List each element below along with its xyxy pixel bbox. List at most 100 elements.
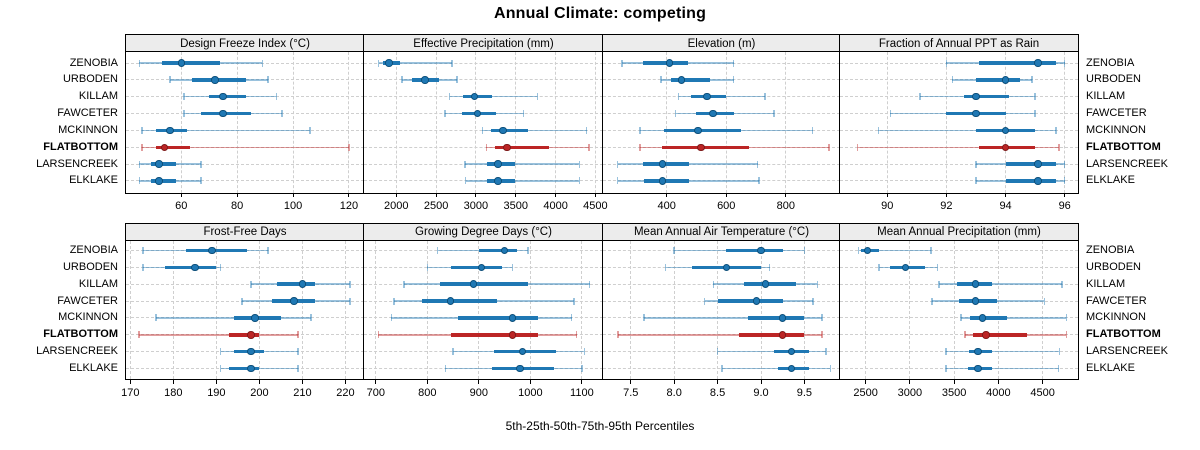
whisker-cap — [773, 110, 775, 118]
h-gridline — [603, 163, 840, 165]
whisker-range-5-95 — [946, 350, 1060, 353]
whisker-cap — [964, 331, 966, 339]
panel-strip: Mean Annual Precipitation (mm) — [839, 222, 1079, 242]
x-axis-tick — [666, 192, 668, 197]
whisker-cap — [643, 314, 645, 322]
median-dot — [982, 331, 990, 339]
interquartile-bar-25-75 — [186, 248, 247, 253]
x-axis-tick-label: 4000 — [543, 200, 568, 212]
v-gridline — [375, 240, 377, 379]
x-axis-tick-label: 4500 — [583, 200, 608, 212]
whisker-cap — [811, 126, 814, 134]
v-gridline — [475, 52, 477, 193]
v-gridline — [395, 52, 397, 193]
median-dot — [446, 297, 455, 305]
x-axis-tick-label: 2000 — [384, 200, 409, 212]
whisker-cap — [712, 280, 714, 288]
whisker-cap — [1065, 331, 1068, 339]
median-dot — [508, 314, 517, 322]
x-axis-tick-label: 3000 — [897, 386, 923, 399]
v-gridline — [215, 240, 217, 379]
whisker-cap — [756, 160, 759, 168]
whisker-range-5-95 — [465, 180, 580, 182]
h-gridline — [364, 367, 603, 369]
whisker-cap — [219, 263, 222, 271]
median-dot — [778, 331, 787, 339]
median-dot — [1001, 143, 1010, 152]
x-axis-tick-label: 600 — [717, 200, 736, 212]
h-gridline — [126, 62, 364, 64]
interquartile-bar-25-75 — [450, 333, 539, 337]
whisker-cap — [481, 126, 484, 134]
v-gridline — [555, 52, 557, 193]
whisker-cap — [578, 160, 581, 168]
x-axis-tick-label: 96 — [1058, 200, 1071, 212]
h-gridline — [840, 367, 1078, 369]
x-axis-tick — [1042, 379, 1044, 384]
whisker-cap — [945, 59, 948, 67]
site-label-right: KILLAM — [1086, 277, 1126, 290]
interquartile-bar-25-75 — [458, 316, 539, 320]
whisker-cap — [639, 126, 641, 134]
x-axis-tick — [475, 192, 477, 197]
whisker-cap — [1058, 348, 1061, 356]
site-label-left: FAWCETER — [57, 107, 118, 120]
whisker-cap — [297, 331, 299, 339]
whisker-cap — [464, 177, 467, 185]
panel-strip: Fraction of Annual PPT as Rain — [839, 34, 1079, 53]
x-axis-tick — [953, 379, 955, 384]
median-dot — [516, 364, 524, 373]
x-axis-tick-label: 3500 — [941, 386, 967, 399]
whisker-cap — [664, 263, 667, 271]
v-gridline — [236, 52, 238, 193]
site-label-right: URBODEN — [1086, 73, 1142, 86]
whisker-cap — [938, 280, 940, 288]
x-axis-tick — [435, 192, 437, 197]
h-gridline — [603, 79, 840, 81]
h-gridline — [603, 334, 840, 336]
whisker-cap — [960, 314, 962, 322]
x-axis-tick-label: 220 — [336, 386, 355, 399]
h-gridline — [126, 163, 364, 165]
whisker-cap — [349, 297, 351, 305]
x-axis-tick-label: 4500 — [1030, 386, 1055, 399]
interquartile-bar-25-75 — [964, 94, 1009, 99]
v-gridline — [301, 240, 303, 379]
median-dot — [155, 160, 163, 168]
x-axis-tick — [909, 379, 911, 384]
median-dot — [972, 92, 980, 101]
median-dot — [290, 297, 298, 305]
whisker-cap — [436, 247, 439, 254]
h-gridline — [840, 163, 1078, 165]
whisker-cap — [1055, 126, 1057, 134]
x-axis-tick-label: 170 — [121, 386, 140, 399]
v-gridline — [581, 240, 583, 379]
whisker-cap — [1061, 280, 1063, 288]
h-gridline — [603, 62, 840, 64]
h-gridline — [364, 146, 603, 148]
whisker-cap — [616, 177, 619, 185]
whisker-cap — [1065, 314, 1068, 322]
median-dot — [508, 331, 517, 339]
interquartile-bar-25-75 — [743, 282, 796, 286]
interquartile-bar-25-75 — [644, 179, 690, 183]
median-dot — [298, 280, 307, 288]
site-label-left: MCKINNON — [58, 311, 118, 324]
site-label-left: ZENOBIA — [69, 56, 118, 69]
interquartile-bar-25-75 — [150, 179, 176, 183]
x-axis-tick — [375, 379, 377, 384]
v-gridline — [258, 240, 260, 379]
h-gridline — [840, 250, 1078, 251]
x-axis-tick-label: 2500 — [423, 200, 449, 212]
h-gridline — [840, 129, 1078, 131]
whisker-range-5-95 — [878, 129, 1056, 132]
interquartile-bar-25-75 — [495, 145, 550, 150]
h-gridline — [840, 180, 1078, 182]
h-gridline — [126, 300, 364, 302]
median-dot — [421, 76, 429, 84]
x-axis-tick — [717, 379, 719, 384]
whisker-range-5-95 — [464, 163, 580, 165]
median-dot — [473, 109, 482, 118]
whisker-cap — [522, 110, 525, 118]
v-gridline — [997, 240, 999, 379]
